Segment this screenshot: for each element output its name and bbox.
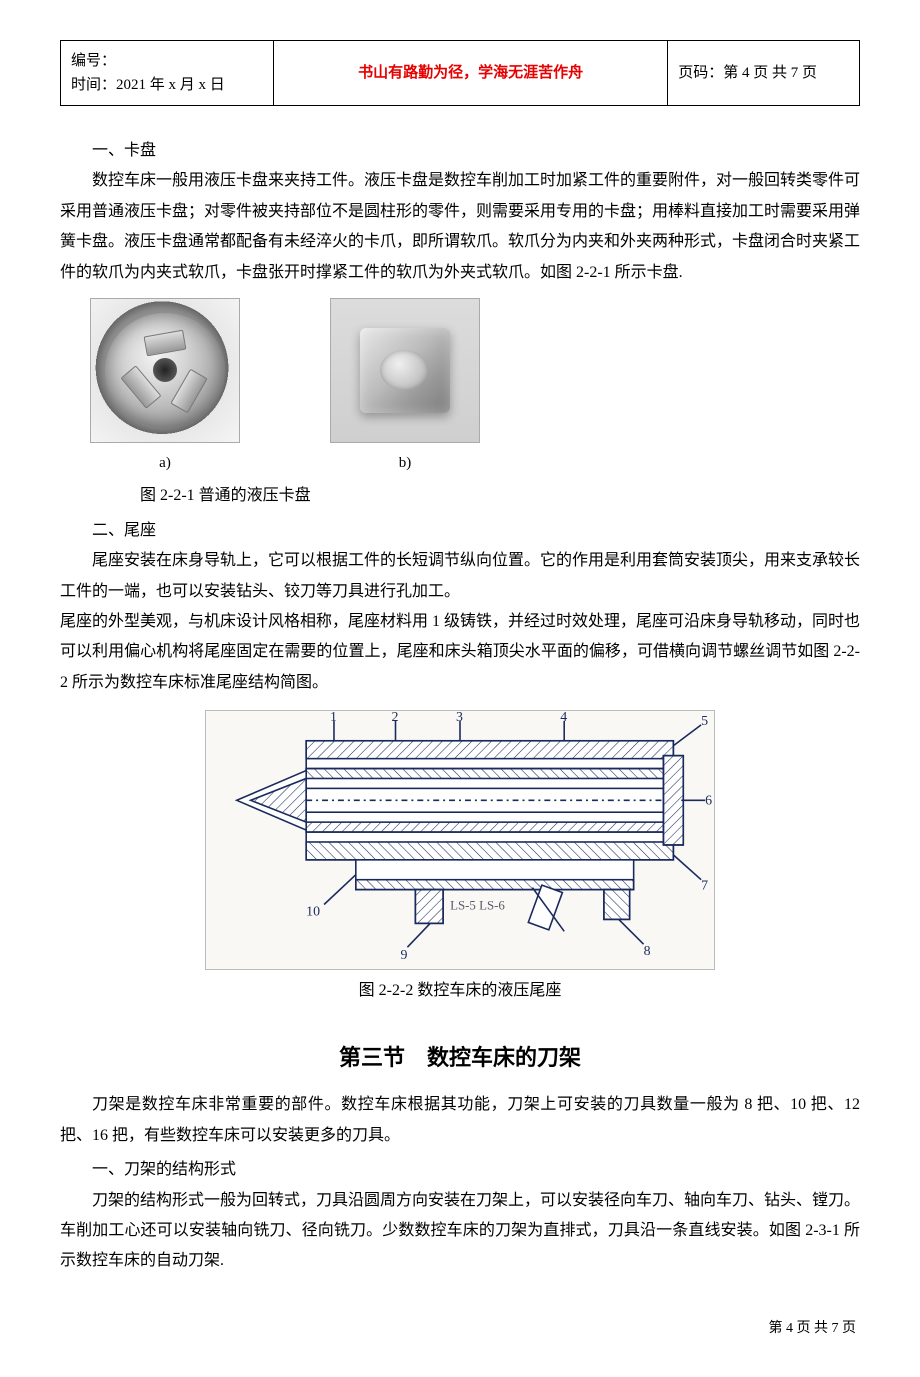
jaw-icon	[120, 365, 161, 408]
document-page: 编号： 时间：2021 年 x 月 x 日 书山有路勤为径，学海无涯苦作舟 页码…	[0, 40, 920, 1337]
figure-2-2-1-caption: 图 2-2-1 普通的液压卡盘	[60, 481, 860, 511]
paragraph-4: 刀架是数控车床非常重要的部件。数控车床根据其功能，刀架上可安装的刀具数量一般为 …	[60, 1090, 860, 1151]
header-center-cell: 书山有路勤为径，学海无涯苦作舟	[274, 41, 668, 106]
diagram-number: 4	[560, 711, 567, 725]
tailstock-svg: 1 2 3 4 5 6 7 8 9 10 LS-5 LS-6	[206, 711, 714, 969]
section-3-title: 第三节 数控车床的刀架	[60, 1037, 860, 1079]
paragraph-3: 尾座的外型美观，与机床设计风格相称，尾座材料用 1 级铸铁，并经过时效处理，尾座…	[60, 607, 860, 698]
header-id-label: 编号：	[71, 49, 263, 73]
paragraph-1: 数控车床一般用液压卡盘来夹持工件。液压卡盘是数控车削加工时加紧工件的重要附件，对…	[60, 166, 860, 288]
subheading-1: 一、卡盘	[60, 136, 860, 166]
diagram-number: 6	[705, 793, 712, 808]
diagram-number: 2	[392, 711, 399, 725]
diagram-number: 9	[400, 948, 407, 963]
paragraph-5: 刀架的结构形式一般为回转式，刀具沿圆周方向安装在刀架上，可以安装径向车刀、轴向车…	[60, 1186, 860, 1277]
diagram-number: 1	[330, 711, 337, 725]
figure-b-item: b)	[330, 298, 480, 478]
jaw-icon	[170, 369, 207, 414]
figure-label-b: b)	[399, 449, 412, 478]
diagram-number: 10	[306, 905, 320, 920]
diagram-number: 8	[644, 944, 651, 959]
diagram-internal-label: LS-5 LS-6	[450, 899, 505, 913]
figure-a-item: a)	[90, 298, 240, 478]
header-right-cell: 页码：第 4 页 共 7 页	[668, 41, 860, 106]
chuck-image-a	[90, 298, 240, 443]
body: 一、卡盘 数控车床一般用液压卡盘来夹持工件。液压卡盘是数控车削加工时加紧工件的重…	[60, 136, 860, 1277]
paragraph-2: 尾座安装在床身导轨上，它可以根据工件的长短调节纵向位置。它的作用是利用套筒安装顶…	[60, 546, 860, 607]
header-box: 编号： 时间：2021 年 x 月 x 日 书山有路勤为径，学海无涯苦作舟 页码…	[60, 40, 860, 106]
figure-2-2-1: a) b)	[60, 298, 860, 478]
figure-2-2-2-caption: 图 2-2-2 数控车床的液压尾座	[60, 976, 860, 1006]
chuck-image-b	[330, 298, 480, 443]
diagram-number: 3	[456, 711, 463, 725]
figure-label-a: a)	[159, 449, 171, 478]
chuck-block-icon	[360, 328, 450, 413]
header-left-cell: 编号： 时间：2021 年 x 月 x 日	[61, 41, 274, 106]
diagram-number: 7	[701, 879, 708, 894]
page-footer: 第 4 页 共 7 页	[60, 1317, 860, 1337]
diagram-number: 5	[701, 714, 708, 729]
jaw-icon	[144, 330, 187, 357]
figure-2-2-2: 1 2 3 4 5 6 7 8 9 10 LS-5 LS-6	[60, 710, 860, 970]
tailstock-diagram: 1 2 3 4 5 6 7 8 9 10 LS-5 LS-6	[205, 710, 715, 970]
header-date-label: 时间：2021 年 x 月 x 日	[71, 73, 263, 97]
subheading-2: 二、尾座	[60, 516, 860, 546]
subheading-3: 一、刀架的结构形式	[60, 1155, 860, 1185]
